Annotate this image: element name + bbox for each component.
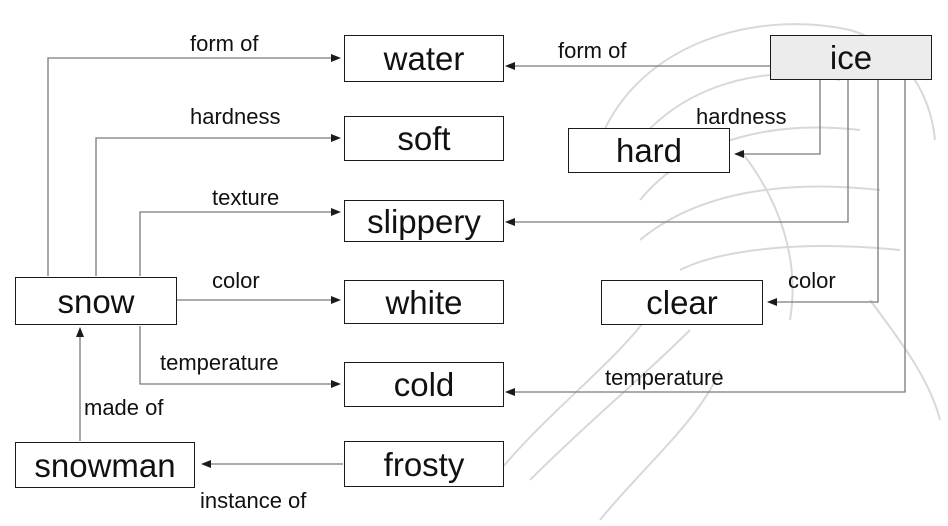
node-hard: hard (568, 128, 730, 173)
node-soft: soft (344, 116, 504, 161)
edge-ice-slippery (512, 80, 849, 223)
node-cold: cold (344, 362, 504, 407)
arrowhead (505, 218, 515, 226)
node-snow: snow (15, 277, 177, 325)
label-ice-form-of: form of (558, 38, 627, 63)
node-water: water (344, 35, 504, 82)
label-ice-color: color (788, 268, 836, 293)
label-ice-hardness: hardness (696, 104, 787, 129)
node-clear: clear (601, 280, 763, 325)
arrowhead (331, 54, 341, 62)
arrowhead (505, 62, 515, 70)
node-slippery: slippery (344, 200, 504, 242)
node-white: white (344, 280, 504, 324)
label-frosty-instance-of: instance of (200, 488, 307, 513)
edge-ice-hard (741, 80, 821, 155)
node-frosty: frosty (344, 441, 504, 487)
arrowhead (331, 380, 341, 388)
edge-snow-water (47, 57, 334, 276)
label-snow-texture: texture (212, 185, 280, 210)
arrowhead (201, 460, 211, 468)
edge-snow-slippery (139, 211, 334, 276)
node-ice: ice (770, 35, 932, 80)
label-snow-form-of: form of (190, 31, 259, 56)
arrowhead (505, 388, 515, 396)
edge-snow-cold (139, 326, 334, 385)
arrowhead (734, 150, 744, 158)
edge-ice-cold (512, 80, 906, 393)
arrowhead (331, 208, 341, 216)
label-snow-temperature: temperature (160, 350, 279, 375)
node-snowman: snowman (15, 442, 195, 488)
edge-ice-clear (774, 80, 879, 303)
label-snow-hardness: hardness (190, 104, 281, 129)
label-snowman-made-of: made of (84, 395, 164, 420)
arrowhead (76, 327, 84, 337)
arrowhead (331, 134, 341, 142)
edge-snow-soft (95, 137, 334, 276)
arrowhead (767, 298, 777, 306)
label-snow-color: color (212, 268, 260, 293)
label-ice-temperature: temperature (605, 365, 724, 390)
arrowhead (331, 296, 341, 304)
